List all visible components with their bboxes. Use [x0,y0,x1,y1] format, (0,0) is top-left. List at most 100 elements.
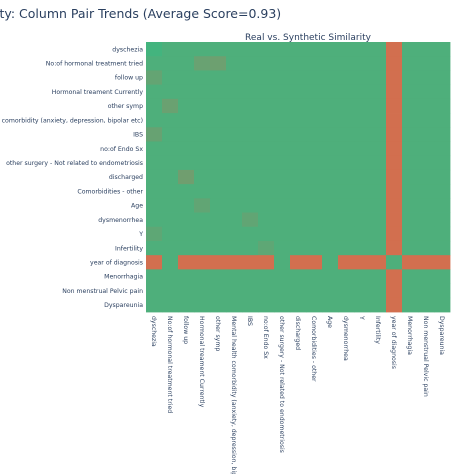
heatmap-cell [226,113,243,128]
heatmap-cell [338,283,355,299]
heatmap-cell [434,98,451,114]
heatmap-cell [306,226,323,242]
heatmap-cell [146,255,163,270]
heatmap-cell [210,155,227,171]
heatmap-cell [306,155,323,171]
heatmap-cell [370,127,387,142]
heatmap-cell [418,169,435,185]
x-tick-label: Age [326,316,333,328]
heatmap-cell [194,169,211,185]
heatmap-cell [418,198,435,213]
x-tick-label: other symp [214,316,221,351]
heatmap-cell [306,98,323,114]
heatmap-cell [306,127,323,142]
y-tick-label: follow up [115,75,143,82]
heatmap-cell [258,42,275,57]
heatmap-cell [418,212,435,228]
heatmap-cell [306,141,323,157]
heatmap-cell [370,155,387,171]
heatmap-cell [242,297,259,313]
heatmap-cell [162,198,179,213]
heatmap-cell [386,155,403,171]
heatmap-cell [354,297,371,313]
heatmap-cell [258,212,275,228]
heatmap-cell [386,297,403,313]
heatmap-cell [354,240,371,256]
heatmap-cell [418,283,435,299]
heatmap-cell [418,269,435,284]
heatmap-cell [338,113,355,128]
heatmap-cell [162,169,179,185]
heatmap-cell [402,198,419,213]
heatmap-cell [338,212,355,228]
heatmap-cell [322,98,339,114]
heatmap-cell [434,113,451,128]
heatmap-cell [210,98,227,114]
heatmap-cell [370,98,387,114]
heatmap-cell [162,141,179,157]
heatmap-cell [306,198,323,213]
heatmap-cell [162,127,179,142]
heatmap-cell [290,255,307,270]
heatmap-cell [242,198,259,213]
heatmap-cell [418,184,435,199]
heatmap-cell [274,269,291,284]
heatmap-cell [146,113,163,128]
heatmap-cell [178,155,195,171]
heatmap-cell [338,269,355,284]
heatmap-cell [354,269,371,284]
heatmap-cell [146,42,163,57]
heatmap-cell [162,283,179,299]
heatmap-cell [306,212,323,228]
heatmap-cell [322,155,339,171]
heatmap-cell [434,56,451,71]
heatmap-cell [194,297,211,313]
x-tick-label: No:of hormonal treatment tried [166,316,173,413]
y-tick-label: Dyspareunia [104,302,143,309]
heatmap-cell [290,297,307,313]
heatmap-cell [434,226,451,242]
heatmap-cell [386,70,403,86]
heatmap-cell [290,141,307,157]
heatmap-cell [434,255,451,270]
heatmap-cell [386,113,403,128]
x-tick-label: Comorbidities - other [310,316,317,382]
heatmap-cell [146,297,163,313]
heatmap-cell [178,283,195,299]
heatmap-cell [210,113,227,128]
y-tick-label: Comorbidities - other [77,188,143,195]
heatmap-cell [434,283,451,299]
x-tick-label: discharged [294,316,301,350]
heatmap-cell [370,141,387,157]
heatmap-cell [258,297,275,313]
heatmap-cell [306,70,323,86]
heatmap-cell [322,198,339,213]
heatmap-cell [210,42,227,57]
heatmap-cell [162,113,179,128]
heatmap-cell [290,184,307,199]
heatmap-cell [386,269,403,284]
heatmap-cell [370,113,387,128]
heatmap-cell [242,127,259,142]
heatmap-cell [338,84,355,100]
heatmap-cell [274,184,291,199]
heatmap-cell [210,56,227,71]
heatmap-cell [274,56,291,71]
heatmap-cell [242,226,259,242]
x-tick-label: Y [358,315,365,320]
heatmap-cell [306,240,323,256]
heatmap-cell [210,184,227,199]
heatmap-cell [162,155,179,171]
heatmap-cell [322,297,339,313]
heatmap-cell [290,240,307,256]
heatmap-cell [258,155,275,171]
heatmap-cell [290,212,307,228]
heatmap-cell [386,240,403,256]
heatmap-cell [242,255,259,270]
heatmap-cell [210,169,227,185]
heatmap-cell [274,127,291,142]
chart-title: Real vs. Synthetic Similarity [245,33,372,43]
heatmap-cell [354,255,371,270]
y-tick-label: other surgery - Not related to endometri… [6,160,143,167]
heatmap-cell [226,283,243,299]
